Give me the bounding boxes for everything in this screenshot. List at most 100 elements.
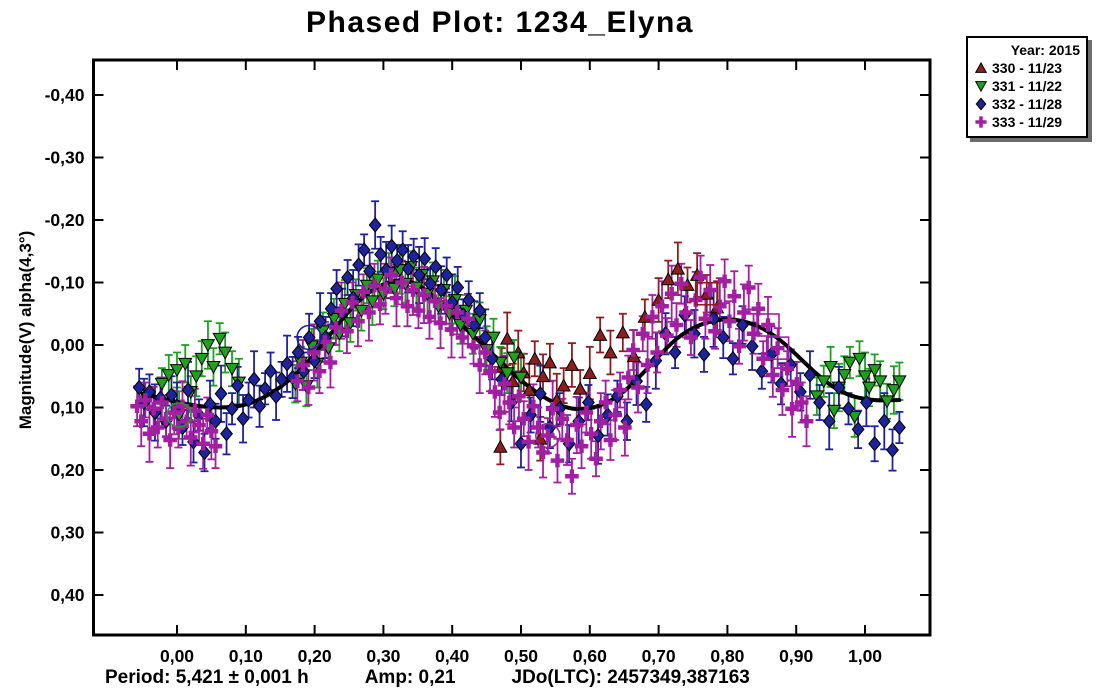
- data-point-plus: [192, 418, 206, 432]
- data-point-plus: [179, 414, 194, 429]
- data-point-plus: [142, 426, 157, 441]
- data-point-plus: [507, 420, 521, 435]
- data-point-plus: [356, 285, 371, 299]
- legend-item-label: 330 - 11/23: [992, 60, 1063, 76]
- legend-title: Year: 2015: [1010, 42, 1080, 58]
- data-point-plus: [130, 399, 144, 414]
- data-point-diamond: [275, 371, 289, 388]
- data-point-plus: [455, 330, 470, 345]
- data-point-plus: [766, 368, 780, 382]
- y-axis-ticks: -0,40 -0,30 -0,20 -0,10 0,00 0,10 0,20 0,30 0,40: [45, 85, 930, 605]
- data-point-plus: [761, 318, 775, 332]
- data-point-plus: [502, 395, 517, 410]
- highlight-square: [756, 313, 780, 337]
- data-point-plus: [204, 424, 219, 439]
- data-point-plus: [975, 116, 987, 128]
- data-point-plus: [200, 408, 215, 422]
- data-point-plus: [345, 295, 360, 310]
- data-point-plus: [497, 376, 512, 391]
- data-point-diamond: [225, 400, 239, 417]
- data-point-plus: [790, 376, 804, 391]
- data-point-plus: [794, 395, 809, 410]
- highlight-circle: [296, 324, 322, 351]
- data-point-triangle-down: [161, 369, 176, 383]
- data-point-plus: [395, 275, 409, 290]
- data-point-plus: [488, 385, 502, 399]
- y-tick-label: 0,30: [50, 523, 84, 543]
- x-tick-label: 0,90: [779, 646, 813, 666]
- data-point-plus: [684, 330, 698, 345]
- data-point-diamond: [886, 442, 899, 458]
- x-tick-label: 0,50: [504, 646, 538, 666]
- data-point-diamond: [813, 394, 827, 411]
- data-point-diamond: [434, 282, 448, 298]
- data-point-plus: [555, 411, 570, 426]
- legend-item-333: 333 - 11/29: [973, 113, 1081, 131]
- data-point-triangle-down: [194, 352, 210, 366]
- data-point-plus: [428, 294, 442, 309]
- data-point-plus: [466, 339, 481, 354]
- data-point-triangle-up: [499, 331, 515, 345]
- data-point-diamond: [803, 367, 817, 383]
- data-point-triangle-down: [892, 375, 907, 389]
- data-point-diamond: [877, 413, 891, 430]
- data-point-plus: [411, 303, 426, 318]
- data-point-plus: [159, 411, 173, 426]
- data-point-diamond: [396, 242, 410, 258]
- x-tick-label: 1,00: [848, 646, 882, 666]
- data-point-plus: [737, 305, 751, 320]
- data-point-plus: [526, 399, 541, 414]
- data-point-diamond: [755, 363, 769, 380]
- data-point-diamond: [390, 252, 404, 269]
- data-point-plus: [196, 436, 210, 451]
- data-point-diamond: [467, 317, 481, 333]
- data-point-plus: [608, 408, 623, 422]
- data-point-triangle-up: [603, 345, 618, 359]
- data-point-plus: [584, 426, 598, 441]
- data-point-plus: [598, 395, 613, 410]
- data-point-diamond: [368, 217, 382, 233]
- data-point-triangle-down: [206, 360, 221, 375]
- data-point-diamond: [401, 260, 415, 277]
- data-point-plus: [664, 286, 679, 301]
- data-point-diamond: [851, 421, 865, 438]
- data-point-triangle-down: [200, 339, 216, 353]
- data-point-triangle-down: [217, 346, 233, 360]
- data-point-diamond: [291, 344, 305, 361]
- data-point-plus: [163, 433, 177, 447]
- data-point-diamond: [716, 329, 730, 346]
- y-tick-label: -0,30: [45, 148, 85, 168]
- triangle-up-icon: [974, 61, 988, 73]
- data-point-plus: [674, 276, 689, 291]
- data-point-plus: [635, 326, 650, 341]
- y-tick-label: 0,40: [50, 585, 84, 605]
- data-point-diamond: [533, 385, 547, 402]
- data-point-plus: [138, 393, 153, 407]
- data-point-diamond: [451, 279, 465, 296]
- highlight-circle: [166, 402, 192, 428]
- data-point-triangle-down: [326, 312, 342, 326]
- data-point-plus: [296, 358, 310, 372]
- data-point-diamond: [429, 259, 443, 275]
- data-point-diamond: [357, 242, 371, 258]
- data-point-plus: [775, 383, 790, 397]
- x-axis-ticks: 0,00 0,10 0,20 0,30 0,40 0,50 0,60 0,70 0,80 0,90…: [160, 60, 882, 666]
- data-point-plus: [312, 364, 327, 379]
- data-point-plus: [183, 430, 198, 445]
- data-point-diamond: [363, 263, 377, 280]
- x-tick-label: 0,60: [573, 646, 607, 666]
- data-point-diamond: [220, 425, 233, 442]
- data-point-plus: [579, 405, 594, 420]
- data-point-triangle-down: [212, 332, 227, 346]
- data-point-triangle-up: [564, 357, 580, 371]
- data-point-plus: [550, 453, 565, 468]
- data-point-triangle-down: [826, 404, 842, 418]
- data-point-diamond: [478, 329, 492, 346]
- data-point-plus: [334, 303, 349, 318]
- data-point-triangle-down: [872, 375, 888, 389]
- data-point-plus: [589, 451, 603, 466]
- data-point-plus: [406, 283, 420, 297]
- data-point-plus: [717, 274, 732, 289]
